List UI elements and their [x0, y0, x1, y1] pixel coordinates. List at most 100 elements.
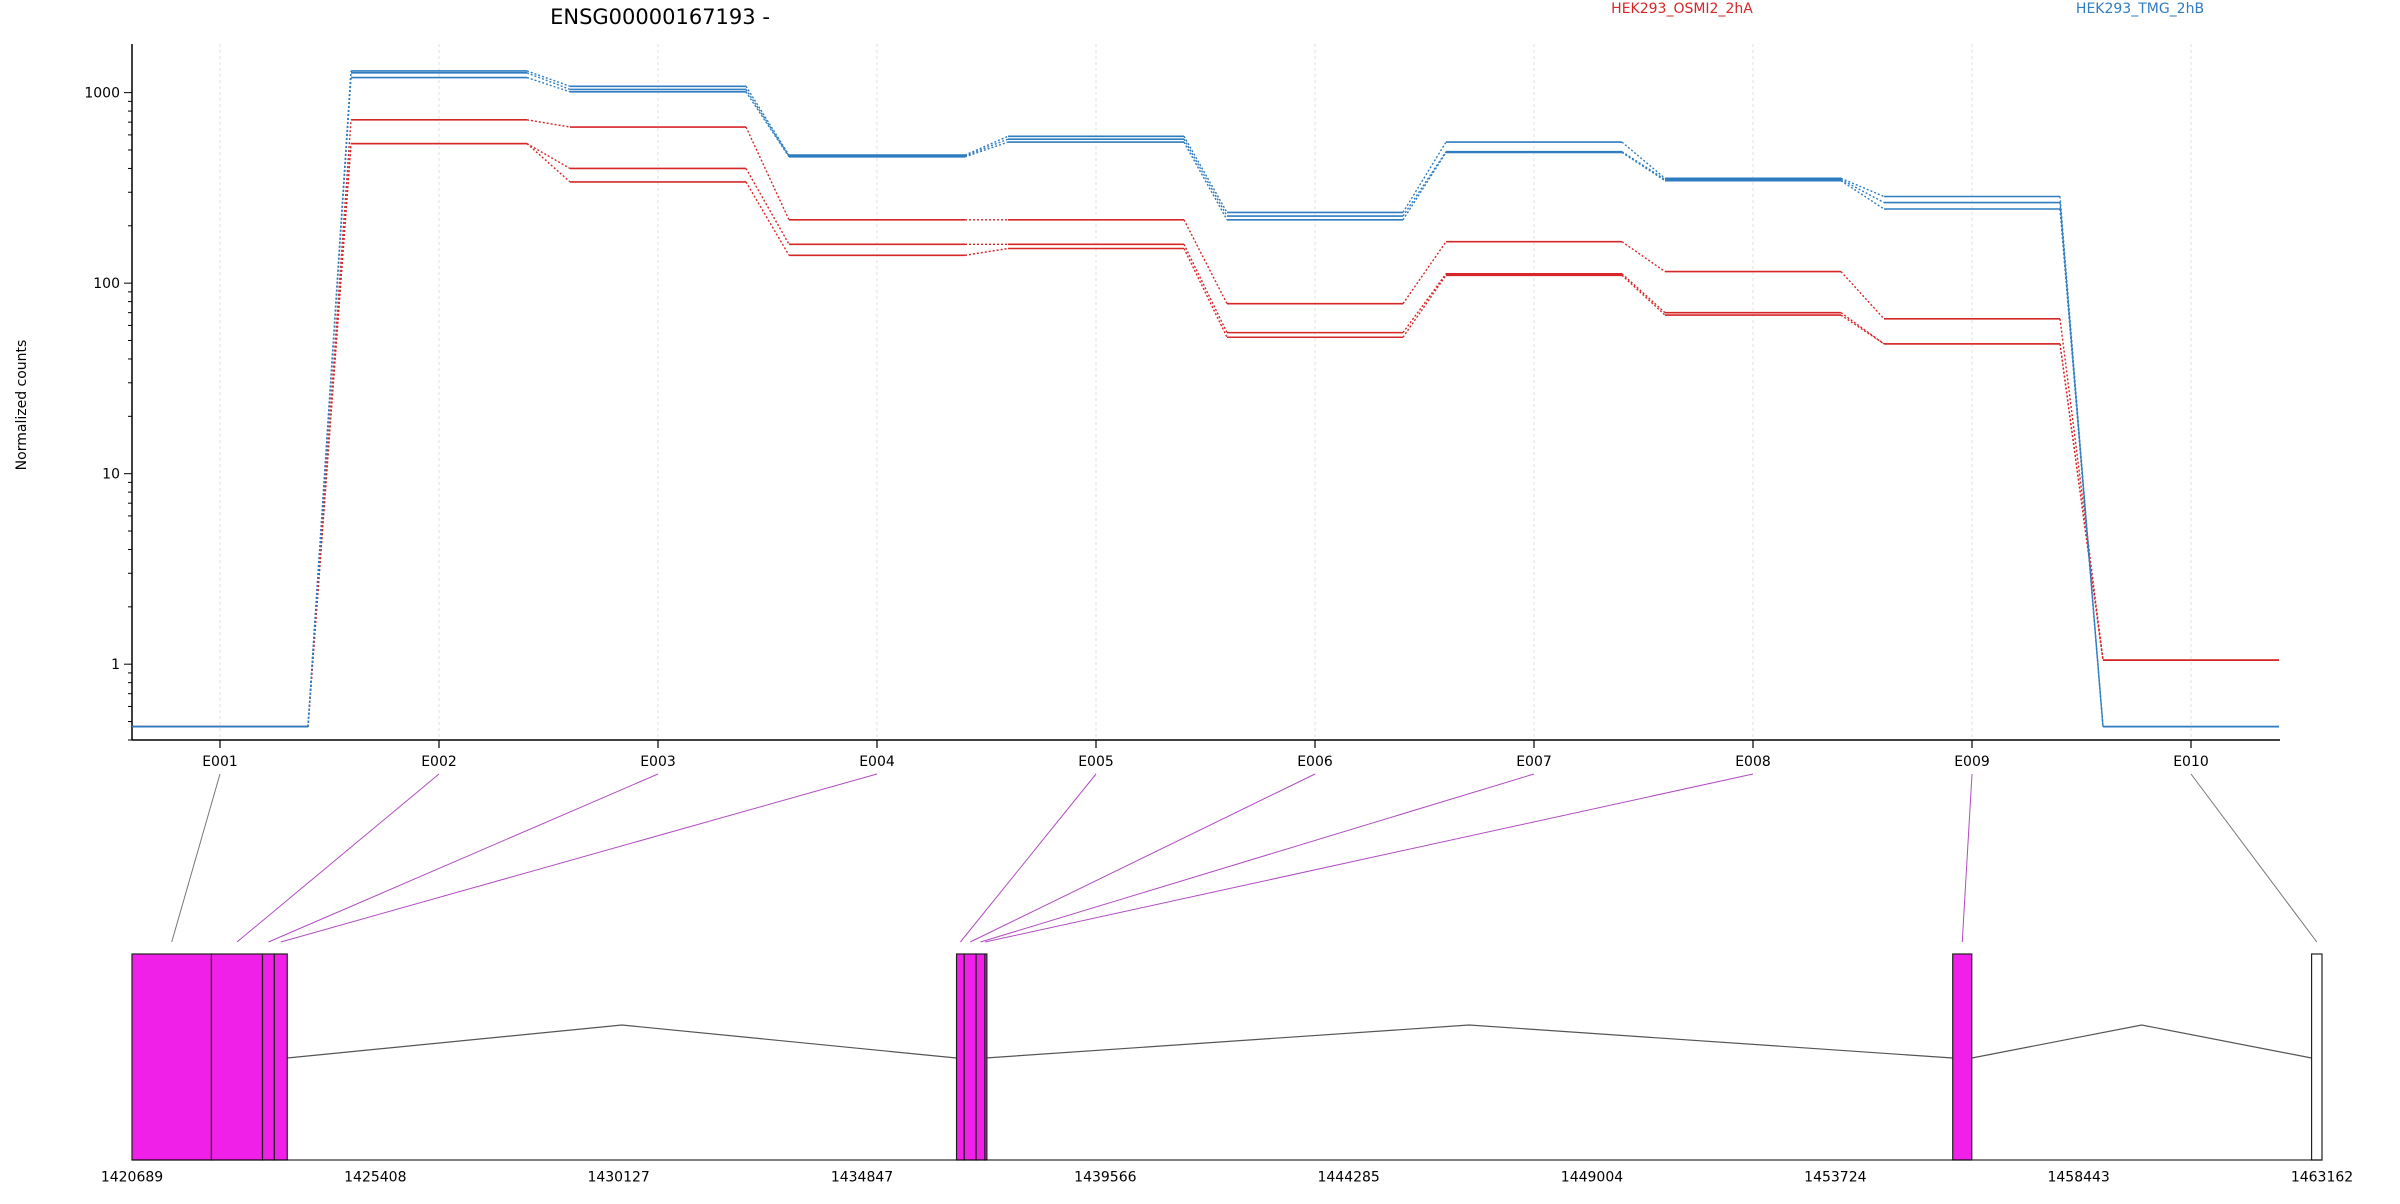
series-transition — [1621, 141, 1666, 179]
exon-connector — [1961, 773, 1973, 943]
exon-block — [131, 953, 213, 1161]
x-tick-label: E004 — [859, 754, 895, 770]
x-tick-label: E001 — [202, 754, 238, 770]
series-line — [132, 70, 2279, 728]
series-transition — [1402, 273, 1447, 334]
x-tick-label: E007 — [1516, 754, 1552, 770]
series-line — [132, 76, 2279, 728]
exon-block — [210, 953, 264, 1161]
series-transition — [745, 89, 790, 157]
exon-connector — [960, 773, 1097, 943]
exon-connector — [268, 773, 659, 943]
series-transition — [2059, 318, 2104, 661]
x-tick-label: E002 — [421, 754, 457, 770]
exon-connectors — [171, 773, 2318, 943]
series-transition — [964, 135, 1009, 156]
genomic-tick-label: 1434847 — [831, 1170, 893, 1186]
series-line — [132, 119, 2279, 728]
x-tick-label: E005 — [1078, 754, 1114, 770]
series-transition — [1402, 151, 1447, 217]
exon-block — [975, 953, 986, 1161]
series-transition — [526, 72, 571, 91]
chart-title: ENSG00000167193 - — [550, 5, 770, 29]
vertical-gridlines — [219, 44, 2192, 740]
exon-connector — [980, 773, 1535, 943]
exon-block — [955, 953, 965, 1161]
series-transition — [745, 181, 790, 256]
genomic-tick-label: 1444285 — [1317, 1170, 1379, 1186]
series-transition — [526, 143, 571, 170]
series-transition — [1183, 248, 1228, 338]
series-transition — [1840, 312, 1885, 345]
exon-connector — [985, 773, 1754, 943]
series-transition — [745, 91, 790, 158]
series-transition — [526, 70, 571, 87]
y-axis-label: Normalized counts — [14, 340, 30, 471]
intron-line — [1971, 1024, 2312, 1059]
series-transition — [1621, 241, 1666, 273]
series-transition — [964, 141, 1009, 158]
series-transition — [1840, 177, 1885, 198]
series-transition — [2059, 208, 2104, 727]
x-tick-label: E008 — [1735, 754, 1771, 770]
genomic-tick-label: 1458443 — [2047, 1170, 2109, 1186]
genomic-tick-label: 1449004 — [1561, 1170, 1623, 1186]
genomic-tick-label: 1425408 — [344, 1170, 406, 1186]
genomic-tick-label: 1430127 — [587, 1170, 649, 1186]
gene-model: 1420689 1425408 1430127 1434847 1439566 14442… — [101, 953, 2353, 1186]
exon-block — [1952, 953, 1973, 1161]
series-transition — [2059, 343, 2104, 661]
series-transition — [1183, 141, 1228, 221]
series-transition — [1840, 314, 1885, 345]
series-transition — [1183, 135, 1228, 213]
series-transition — [1402, 274, 1447, 338]
intron-line — [985, 1024, 1953, 1059]
series-transition — [1621, 274, 1666, 316]
genomic-tick-label: 1420689 — [101, 1170, 163, 1186]
series-transition — [526, 143, 571, 183]
series-lines — [132, 70, 2279, 728]
exon-block — [984, 953, 988, 1161]
series-transition — [1621, 151, 1666, 182]
genomic-tick-label: 1439566 — [1074, 1170, 1136, 1186]
genomic-tick-label: 1463162 — [2291, 1170, 2353, 1186]
series-line — [132, 72, 2279, 728]
series-transition — [745, 126, 790, 221]
series-line — [132, 142, 2279, 728]
series-transition — [1621, 273, 1666, 314]
series-transition — [1840, 180, 1885, 210]
axes: 1000 100 10 1 E001 E002 E003 E004 E005 E006 E007 E0… — [84, 44, 2280, 770]
exon-block — [261, 953, 275, 1161]
series-transition — [1402, 141, 1447, 213]
exon-block — [963, 953, 977, 1161]
series-transition — [1840, 271, 1885, 320]
series-line — [132, 142, 2279, 728]
legend-entry-tmg: HEK293_TMG_2hB — [2076, 1, 2204, 17]
exon-connector — [2190, 773, 2318, 943]
x-tick-label: E006 — [1297, 754, 1333, 770]
series-transition — [1183, 243, 1228, 333]
series-transition — [307, 119, 352, 727]
genomic-tick-label: 1453724 — [1804, 1170, 1866, 1186]
x-tick-label: E003 — [640, 754, 676, 770]
x-tick-label: E010 — [2173, 754, 2209, 770]
exon-connector — [171, 773, 221, 943]
x-tick-label: E009 — [1954, 754, 1990, 770]
legend-entry-osmi2: HEK293_OSMI2_2hA — [1611, 1, 1753, 17]
series-transition — [745, 85, 790, 156]
exon-block — [273, 953, 288, 1161]
y-tick-label: 1 — [111, 657, 120, 673]
series-transition — [526, 76, 571, 93]
y-tick-label: 10 — [102, 467, 120, 483]
exon-block — [2310, 953, 2323, 1161]
series-transition — [1183, 138, 1228, 217]
intron-line — [287, 1024, 957, 1059]
series-transition — [526, 119, 571, 128]
series-transition — [1402, 241, 1447, 305]
series-transition — [1621, 151, 1666, 181]
exon-connector — [969, 773, 1316, 943]
series-transition — [964, 138, 1009, 157]
series-transition — [964, 247, 1009, 257]
exon-connector — [280, 773, 878, 943]
